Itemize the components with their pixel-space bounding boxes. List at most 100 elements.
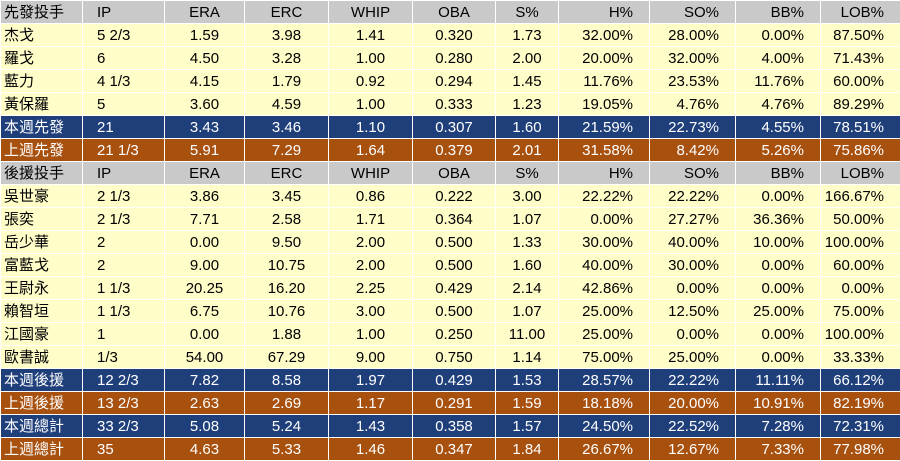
total-ip: 33 2/3 (82, 414, 165, 438)
stat-lob-pct: 87.50% (820, 23, 900, 47)
column-header-erc: ERC (244, 0, 329, 24)
stat-bb-pct: 11.76% (735, 69, 821, 93)
stat-erc: 3.98 (244, 23, 329, 47)
section-header-row: 後援投手 IP ERA ERC WHIP OBA S% H% SO% BB% LOB% (0, 161, 900, 185)
stat-oba: 0.294 (412, 69, 496, 93)
stat-so-pct: 4.76% (649, 92, 736, 116)
stat-so-pct: 0.00% (649, 322, 736, 346)
stat-so-pct: 25.00% (649, 345, 736, 369)
player-row: 江國豪 1 0.00 1.88 1.00 0.250 11.00 25.00% 0.00% 0.0… (0, 322, 900, 346)
stat-so-pct: 0.00% (649, 276, 736, 300)
total-bb-pct: 5.26% (735, 138, 821, 162)
stat-erc: 16.20 (244, 276, 329, 300)
stat-bb-pct: 0.00% (735, 322, 821, 346)
player-row: 岳少華 2 0.00 9.50 2.00 0.500 1.33 30.00% 40.00% 10.… (0, 230, 900, 254)
stat-s-pct: 2.00 (495, 46, 559, 70)
player-name: 歐書誠 (0, 345, 83, 369)
stat-erc: 1.88 (244, 322, 329, 346)
stat-whip: 2.00 (328, 253, 413, 277)
player-row: 張奕 2 1/3 7.71 2.58 1.71 0.364 1.07 0.00% 27.27% 3… (0, 207, 900, 231)
player-name: 羅戈 (0, 46, 83, 70)
stat-ip: 1 (82, 322, 165, 346)
stat-lob-pct: 75.00% (820, 299, 900, 323)
column-header-era: ERA (164, 161, 245, 185)
section-header-label: 先發投手 (0, 0, 83, 24)
stat-ip: 2 1/3 (82, 207, 165, 231)
player-name: 岳少華 (0, 230, 83, 254)
stat-so-pct: 27.27% (649, 207, 736, 231)
stat-whip: 9.00 (328, 345, 413, 369)
stat-oba: 0.320 (412, 23, 496, 47)
stat-ip: 2 (82, 253, 165, 277)
player-row: 藍力 4 1/3 4.15 1.79 0.92 0.294 1.45 11.76% 23.53%… (0, 69, 900, 93)
player-name: 杰戈 (0, 23, 83, 47)
column-header-h-pct: H% (558, 161, 650, 185)
player-name: 藍力 (0, 69, 83, 93)
total-bb-pct: 7.33% (735, 437, 821, 461)
player-row: 賴智垣 1 1/3 6.75 10.76 3.00 0.500 1.07 25.00% 12.5… (0, 299, 900, 323)
player-name: 黃保羅 (0, 92, 83, 116)
stat-erc: 67.29 (244, 345, 329, 369)
stat-so-pct: 30.00% (649, 253, 736, 277)
total-h-pct: 18.18% (558, 391, 650, 415)
stat-h-pct: 40.00% (558, 253, 650, 277)
stat-s-pct: 1.60 (495, 253, 559, 277)
stat-era: 4.15 (164, 69, 245, 93)
stat-oba: 0.333 (412, 92, 496, 116)
stat-ip: 1/3 (82, 345, 165, 369)
stat-oba: 0.280 (412, 46, 496, 70)
total-lob-pct: 78.51% (820, 115, 900, 139)
total-ip: 12 2/3 (82, 368, 165, 392)
stat-whip: 0.92 (328, 69, 413, 93)
stat-oba: 0.429 (412, 276, 496, 300)
total-oba: 0.307 (412, 115, 496, 139)
stat-so-pct: 12.50% (649, 299, 736, 323)
total-label: 本週後援 (0, 368, 83, 392)
total-oba: 0.291 (412, 391, 496, 415)
stat-whip: 2.25 (328, 276, 413, 300)
stat-h-pct: 30.00% (558, 230, 650, 254)
stat-so-pct: 23.53% (649, 69, 736, 93)
total-s-pct: 1.57 (495, 414, 559, 438)
total-ip: 35 (82, 437, 165, 461)
stat-lob-pct: 166.67% (820, 184, 900, 208)
total-so-pct: 12.67% (649, 437, 736, 461)
total-so-pct: 8.42% (649, 138, 736, 162)
column-header-lob-pct: LOB% (820, 161, 900, 185)
total-era: 4.63 (164, 437, 245, 461)
total-era: 5.91 (164, 138, 245, 162)
column-header-bb-pct: BB% (735, 161, 821, 185)
stat-ip: 2 1/3 (82, 184, 165, 208)
stat-whip: 1.00 (328, 46, 413, 70)
stat-oba: 0.500 (412, 299, 496, 323)
stat-erc: 10.75 (244, 253, 329, 277)
total-lob-pct: 66.12% (820, 368, 900, 392)
column-header-s-pct: S% (495, 0, 559, 24)
stat-h-pct: 19.05% (558, 92, 650, 116)
player-row: 富藍戈 2 9.00 10.75 2.00 0.500 1.60 40.00% 30.00% 0.… (0, 253, 900, 277)
stat-s-pct: 1.07 (495, 207, 559, 231)
total-oba: 0.379 (412, 138, 496, 162)
player-row: 羅戈 6 4.50 3.28 1.00 0.280 2.00 20.00% 32.00% 4.00… (0, 46, 900, 70)
total-label: 上週總計 (0, 437, 83, 461)
total-lob-pct: 72.31% (820, 414, 900, 438)
stat-lob-pct: 60.00% (820, 253, 900, 277)
column-header-h-pct: H% (558, 0, 650, 24)
stat-erc: 10.76 (244, 299, 329, 323)
stat-bb-pct: 0.00% (735, 184, 821, 208)
stat-h-pct: 42.86% (558, 276, 650, 300)
player-name: 富藍戈 (0, 253, 83, 277)
player-name: 江國豪 (0, 322, 83, 346)
total-h-pct: 31.58% (558, 138, 650, 162)
stat-s-pct: 11.00 (495, 322, 559, 346)
stat-lob-pct: 50.00% (820, 207, 900, 231)
player-name: 賴智垣 (0, 299, 83, 323)
total-whip: 1.10 (328, 115, 413, 139)
stat-lob-pct: 33.33% (820, 345, 900, 369)
total-erc: 3.46 (244, 115, 329, 139)
column-header-so-pct: SO% (649, 0, 736, 24)
stat-era: 1.59 (164, 23, 245, 47)
stat-bb-pct: 0.00% (735, 345, 821, 369)
last-week-total-row: 上週後援 13 2/3 2.63 2.69 1.17 0.291 1.59 18.18% 20.… (0, 391, 900, 415)
